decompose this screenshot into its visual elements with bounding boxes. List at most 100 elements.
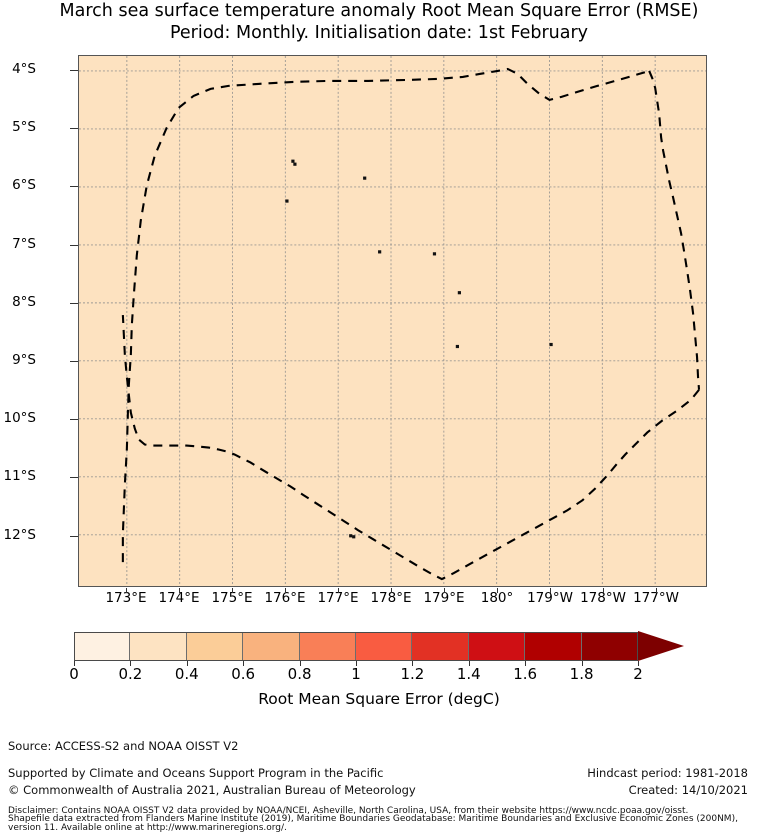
footer-support: Supported by Climate and Oceans Support … (8, 766, 384, 780)
colorbar-tick-mark (638, 661, 639, 666)
colorbar-tick-label: 0.6 (231, 665, 256, 683)
colorbar-tick-mark (299, 661, 301, 666)
eez-boundary-line (121, 67, 701, 581)
y-tick-label: 9°S (12, 352, 36, 368)
y-tick-mark (70, 70, 78, 71)
x-tick-label: 176°E (264, 590, 306, 606)
island-marker (352, 535, 356, 539)
x-tick-mark (444, 588, 445, 593)
colorbar-segment (468, 632, 526, 661)
colorbar-tick-label: 1.2 (400, 665, 425, 683)
y-tick-label: 8°S (12, 293, 36, 310)
title-line-2: Period: Monthly. Initialisation date: 1s… (169, 23, 589, 43)
footer-hindcast-period: Hindcast period: 1981-2018 (587, 766, 748, 780)
colorbar-segment (186, 632, 244, 661)
y-tick-mark (70, 128, 78, 130)
map-gridlines (79, 56, 706, 586)
x-tick-mark (126, 588, 127, 593)
colorbar-segment (412, 632, 469, 661)
x-tick-mark (550, 588, 551, 593)
y-tick-mark (70, 477, 78, 479)
y-tick-label: 10°S (3, 410, 37, 427)
colorbar-tick-mark (186, 661, 188, 666)
x-tick-mark (285, 588, 286, 593)
colorbar-tick-label: 1 (351, 665, 361, 683)
disclaimer-line-1: Disclaimer: Contains NOAA OISST V2 data … (8, 806, 689, 816)
colorbar-tick-mark (130, 661, 132, 666)
colorbar-tick-label: 0.2 (118, 665, 143, 683)
y-tick-label: 4°S (12, 61, 36, 77)
colorbar-segment (74, 632, 131, 661)
colorbar-tick-mark (468, 661, 470, 666)
x-tick-label: 180° (480, 590, 514, 606)
colorbar-segment (299, 632, 356, 661)
y-tick-mark (70, 535, 78, 537)
footer-copyright: © Commonwealth of Australia 2021, Austra… (8, 783, 416, 797)
y-tick-mark (70, 244, 78, 246)
y-tick-label: 5°S (12, 119, 36, 136)
island-marker (285, 199, 289, 203)
island-marker (293, 162, 297, 166)
x-tick-label: 178°E (370, 590, 412, 606)
disclaimer-line-2: Shapefile data extracted from Flanders M… (8, 814, 738, 824)
colorbar-tick-label: 1.4 (456, 665, 481, 683)
colorbar-segment (525, 632, 582, 661)
colorbar (74, 632, 638, 661)
colorbar-tick-label: 0 (69, 665, 79, 683)
y-tick-mark (70, 186, 78, 188)
island-marker (291, 159, 295, 163)
x-tick-mark (338, 588, 339, 593)
footer-created-date: Created: 14/10/2021 (628, 783, 748, 797)
island-marker (363, 176, 367, 180)
x-tick-mark (232, 588, 233, 593)
colorbar-axis-label: Root Mean Square Error (degC) (258, 690, 500, 708)
colorbar-tick-mark (525, 661, 527, 666)
title-line-1: March sea surface temperature anomaly Ro… (59, 1, 699, 21)
x-tick-mark (179, 588, 180, 593)
island-marker (457, 291, 461, 295)
x-tick-label: 174°E (158, 590, 200, 606)
map-svg (79, 56, 706, 586)
y-tick-mark (70, 302, 78, 304)
y-tick-label: 12°S (3, 526, 37, 543)
disclaimer-line-3: version 11. Available online at http://w… (8, 823, 287, 833)
colorbar-tick-label: 2 (633, 665, 643, 683)
colorbar-segment (581, 632, 638, 661)
footer-source: Source: ACCESS-S2 and NOAA OISST V2 (8, 739, 239, 753)
island-marker (378, 250, 382, 254)
colorbar-tick-mark (581, 661, 583, 666)
island-markers (285, 159, 553, 539)
x-tick-label: 178°W (580, 590, 626, 606)
island-marker (349, 534, 353, 538)
island-marker (432, 252, 437, 256)
colorbar-tick-mark (412, 661, 414, 666)
colorbar-tick-mark (243, 661, 245, 666)
x-tick-label: 173°E (105, 590, 147, 606)
colorbar-tick-mark (356, 661, 357, 666)
colorbar-tick-label: 0.4 (174, 665, 199, 683)
x-tick-label: 177°W (633, 590, 679, 606)
colorbar-tick-label: 0.8 (287, 665, 312, 683)
colorbar-tick-label: 1.8 (569, 665, 594, 683)
colorbar-tick-mark (74, 661, 75, 666)
island-marker (549, 342, 553, 347)
page-title: March sea surface temperature anomaly Ro… (0, 0, 758, 44)
y-tick-mark (70, 361, 78, 362)
x-tick-label: 177°E (317, 590, 359, 606)
x-tick-label: 179°W (527, 590, 573, 606)
x-tick-label: 175°E (211, 590, 253, 606)
map-plot-area (78, 55, 707, 587)
colorbar-segment (130, 632, 187, 661)
colorbar-segment (355, 632, 413, 661)
y-tick-label: 7°S (12, 235, 36, 252)
x-tick-mark (497, 588, 498, 593)
x-tick-mark (656, 588, 657, 593)
x-tick-mark (603, 588, 604, 593)
x-tick-label: 179°E (423, 590, 465, 606)
y-tick-label: 11°S (3, 468, 37, 485)
y-tick-label: 6°S (12, 177, 36, 194)
colorbar-extend-arrow (638, 631, 684, 661)
y-tick-mark (70, 419, 78, 421)
colorbar-tick-label: 1.6 (513, 665, 538, 683)
x-tick-mark (391, 588, 392, 593)
